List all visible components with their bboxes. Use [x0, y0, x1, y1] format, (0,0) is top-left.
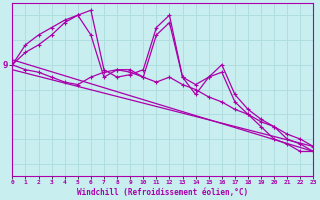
X-axis label: Windchill (Refroidissement éolien,°C): Windchill (Refroidissement éolien,°C)	[77, 188, 248, 197]
